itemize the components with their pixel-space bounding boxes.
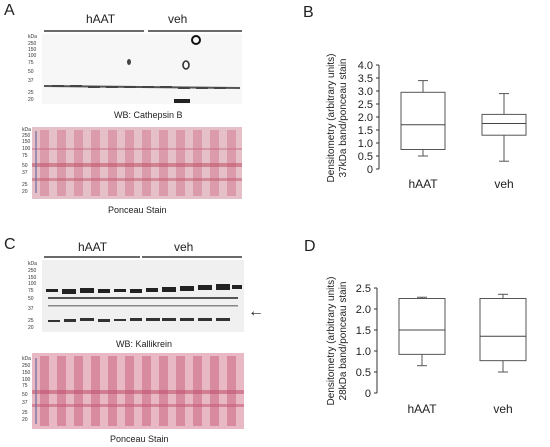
chart-d-veh-category-label: veh bbox=[493, 402, 512, 416]
chart-d-veh-box bbox=[479, 298, 527, 362]
chart-d-tick-label: 2.0 bbox=[356, 304, 371, 316]
chart-b-haat-category-label: hAAT bbox=[408, 177, 438, 191]
panel-c-ponceau-membrane bbox=[32, 353, 244, 429]
kda-marker: 20 bbox=[28, 325, 34, 331]
kda-marker: 150 bbox=[28, 275, 37, 281]
chart-b-tick-label: 2.5 bbox=[358, 99, 373, 111]
chart-b-tick-label: 2.0 bbox=[358, 112, 373, 124]
kda-marker: 100 bbox=[22, 146, 31, 152]
cathepsin-b-box-plot: 00.51.01.52.02.53.03.54.0 hAAT veh Densit… bbox=[326, 54, 527, 191]
panel-c-ponceau-caption: Ponceau Stain bbox=[110, 434, 169, 444]
kda-marker: 25 bbox=[28, 90, 34, 96]
kda-marker: 20 bbox=[22, 189, 28, 195]
kda-marker: 25 bbox=[28, 318, 34, 324]
panel-a-blot-caption: WB: Cathepsin B bbox=[114, 110, 183, 120]
chart-b-tick-label: 1.0 bbox=[358, 138, 373, 150]
kda-marker: 150 bbox=[22, 139, 31, 145]
kda-marker: 50 bbox=[28, 296, 34, 302]
kda-marker: 25 bbox=[22, 410, 28, 416]
kda-marker: 50 bbox=[22, 163, 28, 169]
kda-marker: 20 bbox=[28, 97, 34, 103]
kda-marker: 75 bbox=[28, 60, 34, 66]
chart-b-tick-label: 0.5 bbox=[358, 151, 373, 163]
panel-letter-b: B bbox=[303, 4, 314, 21]
panel-a-kda-markers: kDa 250 150 100 75 50 37 25 20 bbox=[28, 34, 37, 103]
kda-marker: 25 bbox=[22, 182, 28, 188]
chart-d-tick-label: 0.5 bbox=[356, 367, 371, 379]
chart-d-haat-box bbox=[398, 298, 446, 355]
chart-b-tick-label: 1.5 bbox=[358, 125, 373, 137]
kda-title: kDa bbox=[22, 356, 31, 362]
panel-c-blot-caption: WB: Kallikrein bbox=[116, 339, 172, 349]
chart-b-tick-label: 3.0 bbox=[358, 86, 373, 98]
kda-marker: 37 bbox=[28, 306, 34, 312]
kda-marker: 100 bbox=[28, 281, 37, 287]
kda-marker: 50 bbox=[28, 69, 34, 75]
panel-a-ponceau-caption: Ponceau Stain bbox=[108, 205, 167, 215]
panel-c-kda-markers: kDa 250 150 100 75 50 37 25 20 bbox=[28, 261, 37, 331]
kda-marker: 250 bbox=[22, 133, 31, 139]
panel-a-ponceau-membrane bbox=[32, 127, 242, 199]
kda-marker: 20 bbox=[22, 417, 28, 423]
chart-b-ylabel-line2: 37kDa band/ponceau stain bbox=[338, 59, 349, 178]
chart-d-ylabel-line1: Densitometry (arbitrary units) bbox=[326, 277, 337, 406]
chart-d-haat-category-label: hAAT bbox=[407, 402, 437, 416]
chart-b-veh-category-label: veh bbox=[494, 177, 513, 191]
chart-b-tick-label: 0 bbox=[367, 164, 373, 176]
panel-c-group-haat: hAAT bbox=[78, 240, 108, 254]
panel-c-group-veh: veh bbox=[174, 240, 193, 254]
kda-marker: 100 bbox=[28, 53, 37, 59]
panel-a-ponceau-kda-markers: kDa 250 150 100 75 50 37 25 20 bbox=[22, 127, 31, 195]
kda-title: kDa bbox=[22, 127, 31, 133]
kda-marker: 150 bbox=[28, 47, 37, 53]
kda-title: kDa bbox=[28, 34, 37, 40]
chart-d-tick-label: 1.5 bbox=[356, 325, 371, 337]
kda-marker: 37 bbox=[22, 400, 28, 406]
kda-marker: 37 bbox=[22, 170, 28, 176]
kda-marker: 250 bbox=[28, 41, 37, 47]
kda-marker: 75 bbox=[28, 288, 34, 294]
chart-b-tick-label: 4.0 bbox=[358, 60, 373, 72]
panel-letter-d: D bbox=[304, 238, 316, 255]
panel-a-group-haat: hAAT bbox=[86, 12, 116, 26]
kda-marker: 50 bbox=[22, 392, 28, 398]
chart-b-veh-box bbox=[481, 113, 527, 136]
kallikrein-blot bbox=[42, 260, 244, 332]
kallikrein-box-plot: 0 0.5 1.0 1.5 2.0 2.5 hAAT veh Densitometry (a… bbox=[326, 277, 527, 416]
kda-marker: 150 bbox=[22, 370, 31, 376]
kda-title: kDa bbox=[28, 261, 37, 267]
kda-marker: 37 bbox=[28, 78, 34, 84]
chart-d-tick-label: 2.5 bbox=[356, 283, 371, 295]
kda-marker: 100 bbox=[22, 377, 31, 383]
panel-a-group-veh: veh bbox=[168, 12, 187, 26]
chart-b-ylabel-line1: Densitometry (arbitrary units) bbox=[326, 54, 337, 183]
chart-b-tick-label: 3.5 bbox=[358, 73, 373, 85]
chart-d-ylabel-line2: 28kDa band/ponceau stain bbox=[338, 282, 349, 401]
kda-marker: 75 bbox=[22, 153, 28, 159]
panel-letter-c: C bbox=[4, 236, 16, 253]
panel-c-ponceau-kda-markers: kDa 250 150 100 75 50 37 25 20 bbox=[22, 356, 31, 423]
cathepsin-b-blot bbox=[42, 34, 242, 104]
chart-d-tick-label: 1.0 bbox=[356, 346, 371, 358]
kda-marker: 250 bbox=[22, 363, 31, 369]
kallikrein-band-arrow: ← bbox=[248, 303, 264, 320]
chart-d-tick-label: 0 bbox=[365, 388, 371, 400]
panel-letter-a: A bbox=[4, 2, 15, 19]
chart-b-haat-box bbox=[400, 91, 446, 151]
kda-marker: 250 bbox=[28, 268, 37, 274]
kda-marker: 75 bbox=[22, 383, 28, 389]
